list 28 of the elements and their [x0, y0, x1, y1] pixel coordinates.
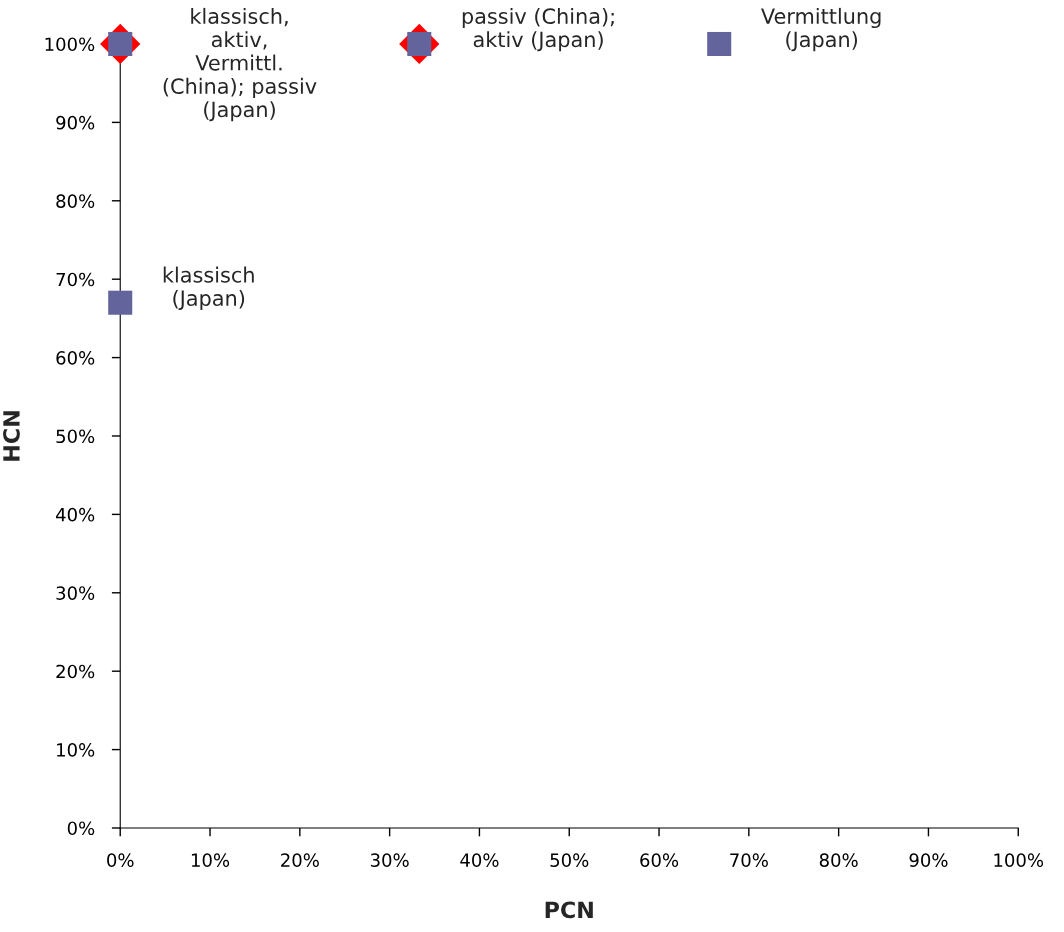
annotation: klassisch (Japan) — [163, 266, 254, 311]
x-tick-label: 20% — [281, 853, 319, 867]
y-tick-label: 20% — [56, 664, 95, 679]
x-tick-label: 60% — [640, 853, 679, 867]
y-tick-label: 40% — [55, 507, 95, 522]
y-tick-label: 30% — [56, 586, 95, 600]
x-tick-label: 90% — [909, 853, 948, 867]
x-tick-label: 80% — [819, 853, 858, 867]
y-tick-label: 90% — [56, 115, 95, 130]
x-tick-label: 50% — [550, 853, 589, 867]
annotation: klassisch, aktiv, Vermittl. (China); passiv (Japan) — [163, 7, 317, 122]
x-axis-title: PCN — [545, 901, 593, 919]
y-tick-label: 10% — [57, 743, 95, 757]
x-tick-label: 10% — [191, 853, 230, 867]
y-tick-label: 0% — [67, 821, 95, 836]
annotation: Vermittlung (Japan) — [761, 7, 881, 52]
y-tick-label: 60% — [56, 351, 95, 365]
y-tick-label: 100% — [45, 37, 95, 52]
x-tick-label: 40% — [460, 853, 499, 867]
x-tick-label: 70% — [730, 853, 768, 867]
y-axis-title: HCN — [3, 411, 20, 461]
annotation: passiv (China); aktiv (Japan) — [462, 7, 614, 52]
x-tick-label: 30% — [370, 853, 409, 867]
x-tick-label: 0% — [107, 853, 134, 867]
y-tick-label: 80% — [56, 194, 95, 208]
x-tick-label: 100% — [994, 853, 1044, 867]
y-tick-label: 50% — [56, 429, 95, 444]
y-tick-label: 70% — [56, 272, 95, 287]
